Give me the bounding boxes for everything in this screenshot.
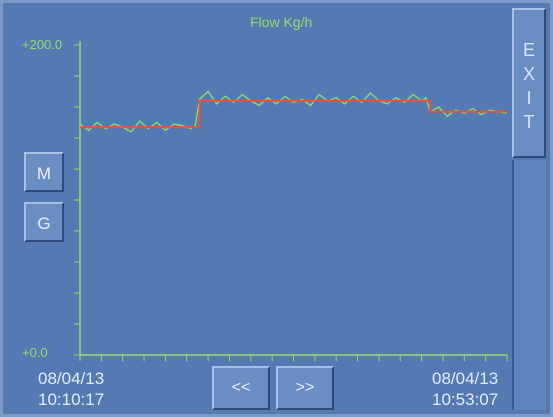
start-time: 10:10:17 [38, 390, 105, 409]
chart-title: Flow Kg/h [250, 14, 313, 30]
exit-letter-i: I [526, 88, 532, 108]
scroll-back-button[interactable]: << [212, 366, 270, 410]
measured-series-line [79, 90, 508, 133]
y-max-label: +200.0 [22, 37, 63, 52]
exit-button[interactable]: E X I T [512, 8, 546, 158]
setpoint-series-line [80, 99, 507, 129]
exit-letter-t: T [523, 112, 535, 132]
m-button[interactable]: M [24, 152, 64, 192]
scroll-forward-button[interactable]: >> [276, 366, 334, 410]
exit-letter-x: X [522, 64, 535, 84]
exit-letter-e: E [522, 40, 535, 60]
vertical-scrollbar[interactable] [512, 160, 546, 410]
end-time: 10:53:07 [432, 390, 499, 409]
g-button[interactable]: G [24, 202, 64, 242]
y-min-label: +0.0 [22, 345, 48, 360]
start-date: 08/04/13 [38, 369, 105, 388]
end-date: 08/04/13 [432, 369, 499, 388]
